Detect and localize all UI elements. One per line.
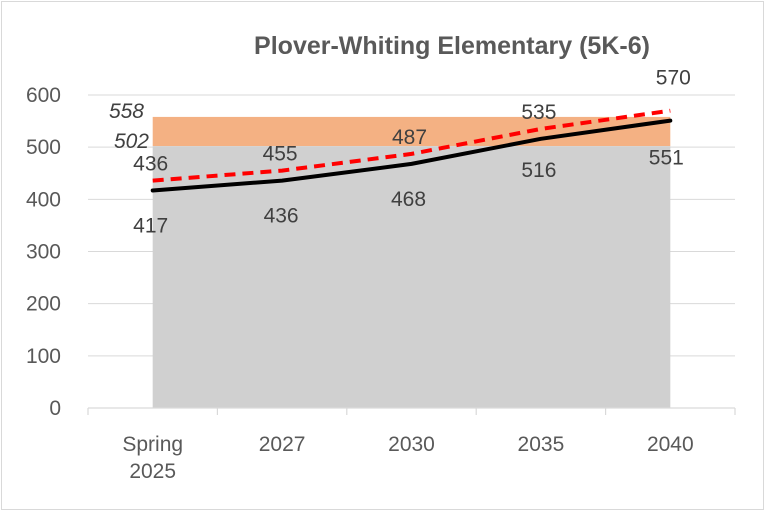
data-labels: 417 436 468 516 551 436 455 487 535 570 558 502 bbox=[109, 67, 691, 238]
data-label-solid-2: 468 bbox=[391, 188, 426, 211]
axes: 0 100 200 300 400 500 600 Spring 2025 2027 2030 203… bbox=[26, 84, 736, 483]
y-tick-label-500: 500 bbox=[26, 136, 61, 159]
data-label-dashed-0: 436 bbox=[133, 153, 168, 176]
y-tick-label-200: 200 bbox=[26, 293, 61, 316]
data-label-solid-3: 516 bbox=[521, 159, 556, 182]
x-tick-label-line: 2035 bbox=[518, 433, 565, 456]
data-label-dashed-2: 487 bbox=[392, 126, 427, 149]
data-label-solid-1: 436 bbox=[264, 205, 299, 228]
x-tick-label-3: 2035 bbox=[518, 433, 565, 456]
x-tick-label-2: 2030 bbox=[388, 433, 435, 456]
series-line-dashed bbox=[152, 108, 671, 183]
series-line-solid bbox=[150, 118, 673, 193]
y-tick-label-300: 300 bbox=[26, 241, 61, 264]
y-tick-label-400: 400 bbox=[26, 188, 61, 211]
x-tick-label-1: 2027 bbox=[259, 433, 306, 456]
data-label-solid-4: 551 bbox=[649, 147, 684, 170]
x-tick-label-line: 2025 bbox=[129, 460, 176, 483]
x-tick-label-0: Spring 2025 bbox=[122, 433, 183, 483]
data-label-dashed-3: 535 bbox=[521, 101, 556, 124]
capacity-label-upper: 558 bbox=[109, 100, 144, 123]
y-tick-label-0: 0 bbox=[49, 397, 61, 420]
x-tick-label-line: 2030 bbox=[388, 433, 435, 456]
x-tick-label-line: Spring bbox=[122, 433, 183, 456]
series-lines bbox=[150, 108, 673, 193]
data-label-dashed-4: 570 bbox=[656, 67, 691, 90]
capacity-label-lower: 502 bbox=[114, 130, 149, 153]
capacity-bands bbox=[152, 116, 671, 408]
capacity-band-lower bbox=[152, 146, 671, 408]
x-tick-label-line: 2040 bbox=[647, 433, 694, 456]
y-tick-label-600: 600 bbox=[26, 84, 61, 107]
data-label-solid-0: 417 bbox=[133, 214, 168, 237]
x-tick-label-line: 2027 bbox=[259, 433, 306, 456]
y-tick-label-100: 100 bbox=[26, 345, 61, 368]
chart-title: Plover-Whiting Elementary (5K-6) bbox=[254, 32, 650, 60]
data-label-dashed-1: 455 bbox=[263, 143, 298, 166]
x-tick-label-4: 2040 bbox=[647, 433, 694, 456]
